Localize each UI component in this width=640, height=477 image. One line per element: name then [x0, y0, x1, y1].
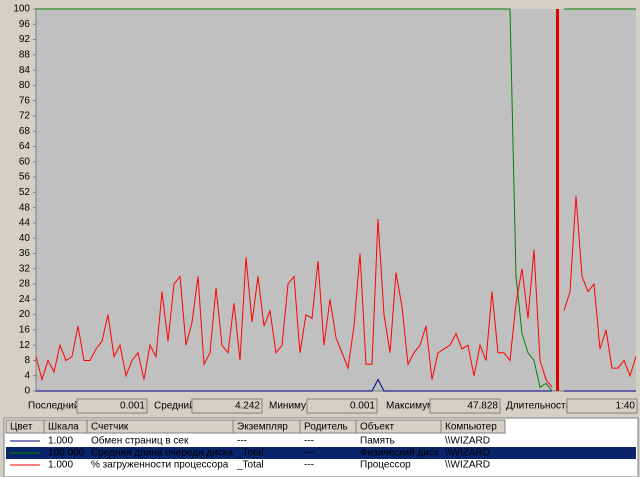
y-tick-label: 76 — [19, 95, 31, 106]
table-cell[interactable]: _Total — [236, 460, 264, 471]
stat-label: Последний — [28, 401, 79, 412]
table-cell[interactable]: Процессор — [360, 460, 411, 471]
stat-value: 0.001 — [120, 401, 145, 412]
table-cell[interactable]: \\WIZARD — [445, 448, 490, 459]
y-tick-label: 96 — [19, 19, 31, 30]
counter-name[interactable]: Средняя длина очереди диска — [91, 448, 233, 459]
table-cell[interactable]: --- — [304, 460, 314, 471]
stat-value: 0.001 — [350, 401, 375, 412]
y-tick-label: 68 — [19, 126, 31, 137]
stats-bar: Последний 0.001 Средний 4.242 Минимум 0.001 Ма… — [28, 398, 638, 414]
stat-box — [566, 398, 638, 414]
stat-box — [306, 398, 378, 414]
column-header-label[interactable]: Родитель — [304, 422, 348, 433]
y-tick-label: 0 — [24, 386, 30, 397]
table-cell[interactable]: 1.000 — [48, 436, 73, 447]
stat-box — [191, 398, 263, 414]
time-marker — [556, 9, 559, 391]
y-tick-label: 16 — [19, 325, 31, 336]
y-tick-label: 44 — [19, 218, 31, 229]
series-line — [36, 8, 636, 392]
stat-label: Длительность — [506, 401, 571, 412]
table-cell[interactable]: \\WIZARD — [445, 436, 490, 447]
column-header[interactable] — [440, 419, 506, 434]
counter-name[interactable]: % загруженности процессора — [91, 460, 229, 471]
stat-box — [429, 398, 501, 414]
table-cell[interactable]: Память — [360, 436, 395, 447]
stat-label: Минимум — [269, 401, 313, 412]
legend-table-content: Цвет Шкала Счетчик Экземпляр Родитель Объект К… — [5, 419, 636, 471]
table-cell[interactable]: 100.000 — [48, 448, 85, 459]
stat-value: 1:40 — [616, 401, 636, 412]
y-tick-label: 8 — [24, 355, 30, 366]
y-tick-label: 92 — [19, 34, 31, 45]
stat-value: 47.828 — [467, 401, 498, 412]
column-header-label[interactable]: Цвет — [10, 422, 33, 433]
y-tick-label: 48 — [19, 202, 31, 213]
y-tick-label: 12 — [19, 340, 31, 351]
y-tick-label: 40 — [19, 233, 31, 244]
counter-name[interactable]: Обмен страниц в сек — [91, 435, 189, 447]
series-lines — [35, 8, 637, 392]
table-cell[interactable]: --- — [304, 448, 314, 459]
series-line — [35, 196, 637, 388]
column-header-label[interactable]: Счетчик — [91, 422, 129, 433]
table-cell[interactable]: _Total — [236, 448, 264, 459]
y-tick-label: 60 — [19, 156, 31, 167]
plot-area — [36, 9, 636, 391]
y-tick-label: 32 — [19, 263, 31, 274]
y-tick-label: 56 — [19, 172, 31, 183]
y-tick-label: 28 — [19, 279, 31, 290]
stat-label: Максимум — [386, 401, 434, 412]
table-cell[interactable]: 1.000 — [48, 460, 73, 471]
y-tick-label: 72 — [19, 111, 31, 122]
table-cell[interactable]: Физический диск — [360, 448, 439, 459]
selected-row[interactable] — [6, 447, 636, 459]
y-tick-label: 4 — [24, 370, 30, 381]
table-cell[interactable]: \\WIZARD — [445, 460, 490, 471]
y-tick-label: 100 — [13, 4, 30, 15]
y-tick-label: 24 — [19, 294, 31, 305]
stat-value: 4.242 — [235, 401, 260, 412]
stat-box — [76, 398, 148, 414]
stat-label: Средний — [154, 401, 195, 412]
column-header-label[interactable]: Шкала — [48, 422, 79, 433]
y-tick-label: 64 — [19, 141, 31, 152]
column-header-label[interactable]: Экземпляр — [237, 422, 288, 433]
table-cell[interactable]: --- — [237, 436, 247, 447]
y-tick-label: 80 — [19, 80, 31, 91]
y-tick-label: 52 — [19, 187, 31, 198]
column-header-label[interactable]: Объект — [360, 421, 394, 433]
column-header-label[interactable]: Компьютер — [445, 422, 497, 433]
y-tick-label: 20 — [19, 309, 31, 320]
y-tick-label: 88 — [19, 49, 31, 60]
y-tick-label: 36 — [19, 248, 31, 259]
table-cell[interactable]: --- — [304, 436, 314, 447]
y-tick-label: 84 — [19, 65, 31, 76]
series-line — [36, 378, 636, 392]
y-ticks: 0481216202428323640444852566064687276808… — [13, 4, 36, 397]
